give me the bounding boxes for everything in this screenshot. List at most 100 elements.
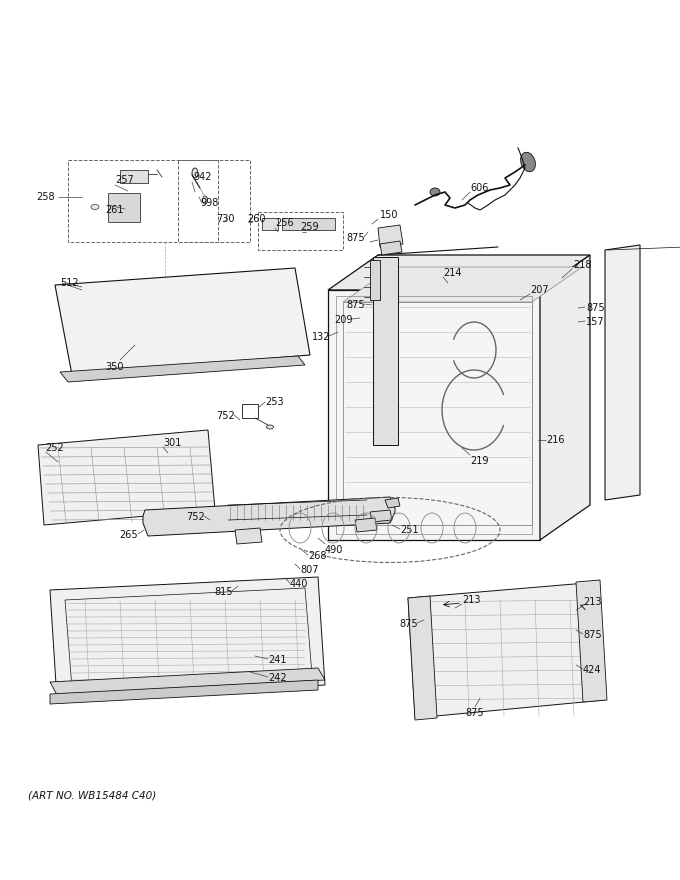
Text: 216: 216 xyxy=(546,435,564,445)
Polygon shape xyxy=(143,497,395,536)
Text: 875: 875 xyxy=(346,300,365,310)
Text: 251: 251 xyxy=(400,525,419,535)
Ellipse shape xyxy=(150,298,168,303)
Ellipse shape xyxy=(208,329,226,334)
Text: 261: 261 xyxy=(105,205,124,215)
Polygon shape xyxy=(373,257,398,445)
Text: 259: 259 xyxy=(300,222,319,232)
Text: 213: 213 xyxy=(462,595,481,605)
Polygon shape xyxy=(370,260,380,300)
Text: 150: 150 xyxy=(380,210,398,220)
Ellipse shape xyxy=(158,354,176,359)
Polygon shape xyxy=(370,510,392,522)
Polygon shape xyxy=(120,170,148,183)
Polygon shape xyxy=(262,218,278,230)
Text: 219: 219 xyxy=(470,456,488,466)
Text: 875: 875 xyxy=(583,630,602,640)
Ellipse shape xyxy=(125,311,143,316)
Polygon shape xyxy=(576,580,607,702)
Ellipse shape xyxy=(127,325,145,329)
Polygon shape xyxy=(38,430,215,525)
Ellipse shape xyxy=(104,351,122,356)
Text: 256: 256 xyxy=(275,218,294,228)
Text: 252: 252 xyxy=(45,443,64,453)
Text: 752: 752 xyxy=(186,512,205,522)
Ellipse shape xyxy=(620,363,626,367)
Ellipse shape xyxy=(91,204,99,209)
Bar xyxy=(178,160,250,242)
Ellipse shape xyxy=(264,346,282,351)
Ellipse shape xyxy=(258,304,276,309)
Ellipse shape xyxy=(430,188,440,196)
Text: 807: 807 xyxy=(300,565,318,575)
Ellipse shape xyxy=(212,357,230,362)
Text: 241: 241 xyxy=(268,655,286,665)
Text: (ART NO. WB15484 C40): (ART NO. WB15484 C40) xyxy=(28,790,156,800)
Text: 258: 258 xyxy=(36,192,55,202)
Ellipse shape xyxy=(177,299,195,304)
Text: 490: 490 xyxy=(325,545,343,555)
Ellipse shape xyxy=(620,313,626,317)
Polygon shape xyxy=(385,498,400,508)
Text: 998: 998 xyxy=(200,198,218,208)
Ellipse shape xyxy=(185,356,203,361)
Ellipse shape xyxy=(262,332,280,337)
Text: 209: 209 xyxy=(335,315,353,325)
Polygon shape xyxy=(50,680,318,704)
Ellipse shape xyxy=(100,323,118,328)
Polygon shape xyxy=(408,582,605,718)
Text: 424: 424 xyxy=(583,665,602,675)
Text: 132: 132 xyxy=(311,332,330,342)
Text: 257: 257 xyxy=(115,175,134,185)
Text: 213: 213 xyxy=(583,597,602,607)
Bar xyxy=(258,212,343,250)
Polygon shape xyxy=(378,225,403,247)
Polygon shape xyxy=(50,577,325,700)
Ellipse shape xyxy=(260,318,278,323)
Ellipse shape xyxy=(154,326,172,331)
Text: 265: 265 xyxy=(120,530,138,540)
Polygon shape xyxy=(328,290,540,540)
Polygon shape xyxy=(605,245,640,500)
Ellipse shape xyxy=(235,331,253,335)
Ellipse shape xyxy=(75,335,93,341)
Ellipse shape xyxy=(192,168,198,178)
Text: 512: 512 xyxy=(60,278,79,288)
Ellipse shape xyxy=(77,349,95,355)
Polygon shape xyxy=(540,255,590,540)
Text: 440: 440 xyxy=(290,579,308,589)
Text: 875: 875 xyxy=(399,619,418,629)
Ellipse shape xyxy=(73,321,91,326)
Ellipse shape xyxy=(102,337,120,342)
Ellipse shape xyxy=(620,288,626,292)
Ellipse shape xyxy=(620,338,626,342)
Ellipse shape xyxy=(183,341,201,347)
Ellipse shape xyxy=(129,339,147,343)
Ellipse shape xyxy=(620,413,626,417)
Polygon shape xyxy=(50,668,325,695)
Ellipse shape xyxy=(123,297,141,302)
Ellipse shape xyxy=(620,438,626,442)
Text: 253: 253 xyxy=(265,397,284,407)
Text: 752: 752 xyxy=(216,411,235,421)
Ellipse shape xyxy=(266,360,284,365)
Ellipse shape xyxy=(71,307,89,312)
Text: 942: 942 xyxy=(193,172,211,182)
Text: 875: 875 xyxy=(586,303,605,313)
Text: 815: 815 xyxy=(214,587,233,597)
Ellipse shape xyxy=(206,315,224,320)
Polygon shape xyxy=(328,255,590,290)
Ellipse shape xyxy=(96,295,114,300)
Ellipse shape xyxy=(156,340,174,345)
Ellipse shape xyxy=(231,303,249,307)
Polygon shape xyxy=(355,518,377,532)
Ellipse shape xyxy=(239,358,257,363)
Polygon shape xyxy=(282,218,335,230)
Text: 268: 268 xyxy=(308,551,326,561)
Ellipse shape xyxy=(69,294,87,298)
Text: 301: 301 xyxy=(163,438,182,448)
Bar xyxy=(68,160,218,242)
Polygon shape xyxy=(108,193,140,222)
Ellipse shape xyxy=(131,353,149,357)
Text: 875: 875 xyxy=(466,708,484,718)
